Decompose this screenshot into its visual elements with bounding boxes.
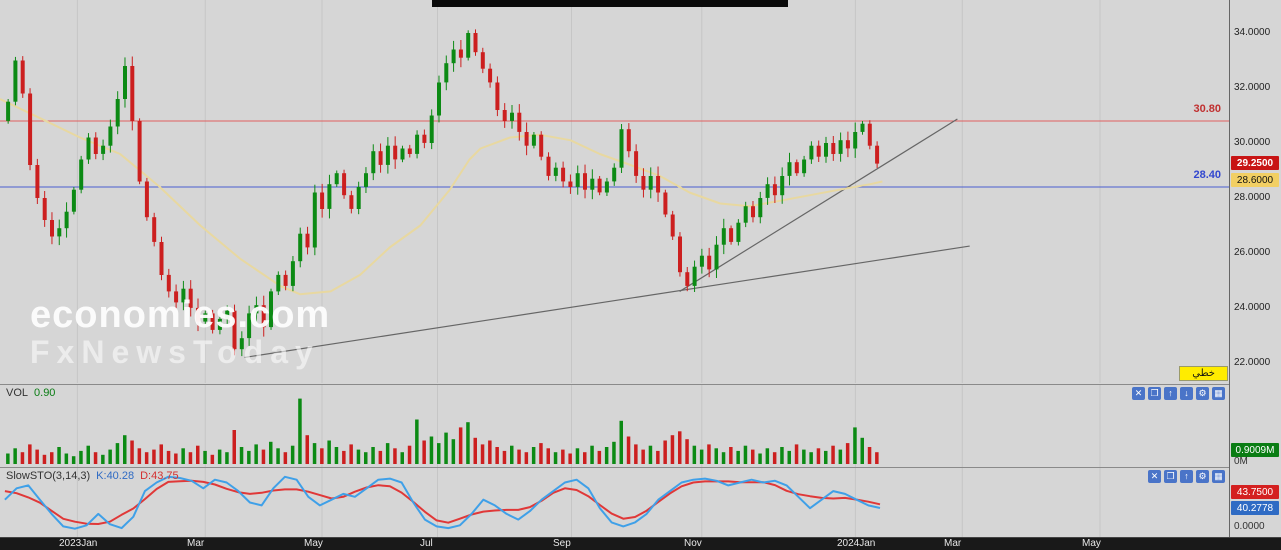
time-axis[interactable]: 2023Jan Mar May Jul Sep Nov 2024Jan Mar May	[0, 537, 1281, 550]
stochastic-panel-header: SlowSTO(3,14,3) K:40.28 D:43.75	[6, 470, 185, 482]
move-up-icon[interactable]: ↑	[1180, 470, 1193, 483]
grid-icon[interactable]: ▦	[1212, 470, 1225, 483]
support-level-label: 28.40	[1193, 169, 1221, 181]
collapsed-toolbar-strip[interactable]	[432, 0, 788, 7]
resistance-level-label: 30.80	[1193, 103, 1221, 115]
stochastic-zero-label: 0.0000	[1234, 521, 1265, 532]
close-icon[interactable]: ✕	[1132, 387, 1145, 400]
move-down-icon[interactable]: ↓	[1180, 387, 1193, 400]
stochastic-lines-chart[interactable]	[0, 468, 1229, 538]
price-axis[interactable]: 29.2500 28.6000 0.9009M 0M 43.7500 40.27…	[1229, 0, 1281, 537]
candlestick-chart[interactable]	[0, 0, 1229, 383]
price-tick-label: 28.0000	[1234, 192, 1271, 203]
price-tick-label: 30.0000	[1234, 137, 1271, 148]
stochastic-d-badge: 43.7500	[1231, 485, 1279, 499]
time-axis-label: Jul	[420, 538, 433, 549]
time-axis-label: Nov	[684, 538, 702, 549]
stochastic-k-badge: 40.2778	[1231, 501, 1279, 515]
time-axis-label: 2023Jan	[59, 538, 98, 549]
close-icon[interactable]: ✕	[1148, 470, 1161, 483]
price-tick-label: 26.0000	[1234, 247, 1271, 258]
volume-indicator-label: VOL	[6, 387, 29, 399]
volume-panel-header: VOL 0.90	[6, 387, 61, 399]
price-tick-label: 22.0000	[1234, 357, 1271, 368]
volume-value-badge: 0.9009M	[1231, 443, 1279, 457]
time-axis-label: Sep	[553, 538, 571, 549]
stochastic-panel-toolbar: ✕ ❐ ↑ ⚙ ▦	[1148, 470, 1225, 483]
grid-icon[interactable]: ▦	[1212, 387, 1225, 400]
volume-panel[interactable]: VOL 0.90 ✕ ❐ ↑ ↓ ⚙ ▦	[0, 384, 1229, 467]
time-axis-label: May	[304, 538, 323, 549]
volume-bars-chart[interactable]	[0, 385, 1229, 467]
price-tick-label: 34.0000	[1234, 27, 1271, 38]
volume-current-value: 0.90	[34, 387, 56, 399]
price-tick-label: 32.0000	[1234, 82, 1271, 93]
volume-panel-toolbar: ✕ ❐ ↑ ↓ ⚙ ▦	[1132, 387, 1225, 400]
time-axis-label: Mar	[187, 538, 205, 549]
price-tick-label: 24.0000	[1234, 302, 1271, 313]
time-axis-label: May	[1082, 538, 1101, 549]
chart-type-badge[interactable]: خطي	[1179, 366, 1228, 381]
restore-icon[interactable]: ❐	[1164, 470, 1177, 483]
settings-icon[interactable]: ⚙	[1196, 387, 1209, 400]
volume-zero-label: 0M	[1234, 456, 1248, 467]
move-up-icon[interactable]: ↑	[1164, 387, 1177, 400]
restore-icon[interactable]: ❐	[1148, 387, 1161, 400]
stochastic-indicator-label: SlowSTO(3,14,3)	[6, 470, 91, 482]
prev-close-badge: 28.6000	[1231, 173, 1279, 187]
time-axis-label: 2024Jan	[837, 538, 876, 549]
time-axis-label: Mar	[944, 538, 962, 549]
main-price-panel[interactable]: economies.com FxNewsToday 30.80 28.40 خط…	[0, 0, 1229, 383]
stochastic-panel[interactable]: SlowSTO(3,14,3) K:40.28 D:43.75 ✕ ❐ ↑ ⚙ ▦	[0, 467, 1229, 538]
last-price-badge: 29.2500	[1231, 156, 1279, 170]
settings-icon[interactable]: ⚙	[1196, 470, 1209, 483]
stochastic-d-value: D:43.75	[140, 470, 179, 482]
stochastic-k-value: K:40.28	[96, 470, 135, 482]
